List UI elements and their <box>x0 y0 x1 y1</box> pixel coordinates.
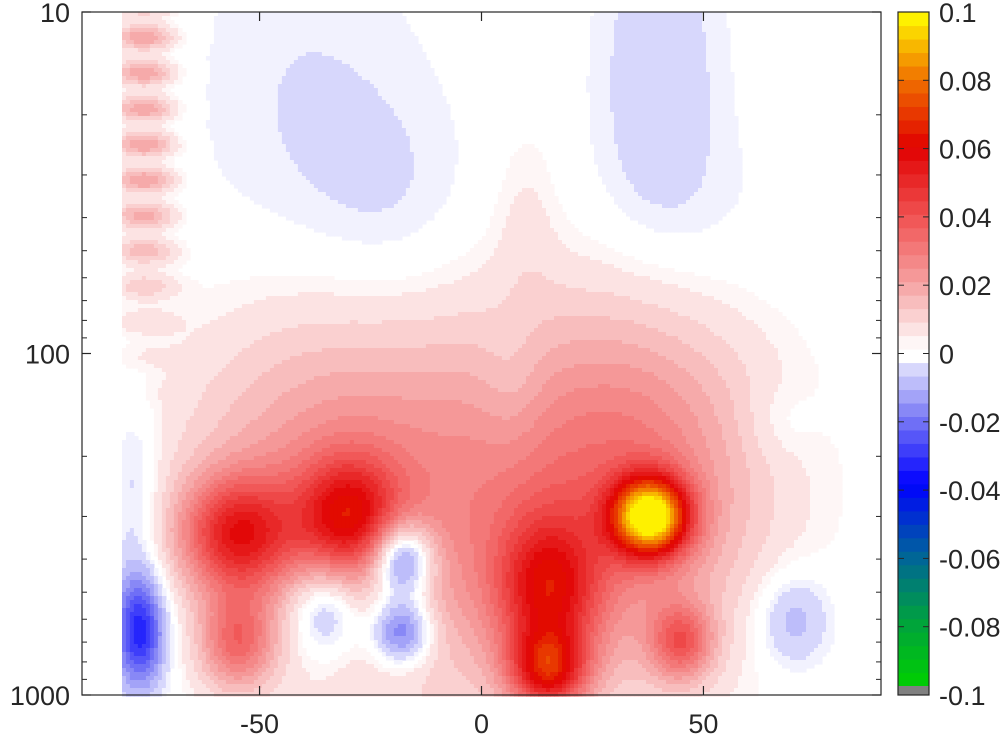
colorbar-tick-label: -0.08 <box>939 613 1001 643</box>
colorbar-tick-label: 0.08 <box>939 66 992 96</box>
colorbar-band <box>898 241 929 256</box>
colorbar-band <box>898 510 929 525</box>
colorbar-band <box>898 605 929 620</box>
colorbar-band <box>898 389 929 404</box>
colorbar-band <box>898 618 929 633</box>
y-tick-label: 10 <box>40 0 70 28</box>
colorbar-tick-label: 0 <box>939 340 954 370</box>
colorbar-band <box>898 200 929 215</box>
colorbar-band <box>898 645 929 660</box>
colorbar-tick-label: -0.04 <box>939 476 1001 506</box>
colorbar-band <box>898 214 929 229</box>
y-tick-label: 100 <box>25 340 70 370</box>
colorbar-band <box>898 281 929 296</box>
colorbar-band <box>898 537 929 552</box>
colorbar-tick-label: 0.06 <box>939 135 992 165</box>
colorbar-band <box>898 187 929 202</box>
colorbar-band <box>898 227 929 242</box>
colorbar-band <box>898 349 929 364</box>
colorbar-band <box>898 295 929 310</box>
colorbar-band <box>898 160 929 175</box>
colorbar-band <box>898 551 929 566</box>
colorbar-band <box>898 92 929 107</box>
colorbar-band <box>898 308 929 323</box>
colorbar: 0.1 0.08 0.06 0.04 0.02 0 -0.02 -0.04 -0.06 -0.08… <box>897 0 1001 711</box>
colorbar-band <box>898 335 929 350</box>
colorbar-band <box>898 133 929 148</box>
colorbar-band <box>898 254 929 269</box>
colorbar-band <box>898 456 929 471</box>
plot-axes: -50 0 50 10 100 1000 <box>10 0 882 739</box>
colorbar-band <box>898 146 929 161</box>
colorbar-band <box>898 672 929 687</box>
colorbar-band <box>898 65 929 80</box>
colorbar-band <box>898 173 929 188</box>
x-tick-label: 0 <box>474 709 489 739</box>
colorbar-band <box>898 119 929 134</box>
colorbar-band <box>898 564 929 579</box>
colorbar-band <box>898 578 929 593</box>
x-tick-label: 50 <box>688 709 718 739</box>
colorbar-band <box>898 524 929 539</box>
colorbar-band <box>898 402 929 417</box>
colorbar-band <box>898 443 929 458</box>
colorbar-band <box>898 322 929 337</box>
colorbar-band <box>898 591 929 606</box>
colorbar-band <box>898 375 929 391</box>
colorbar-band <box>898 25 929 40</box>
colorbar-tick-label: 0.02 <box>939 271 992 301</box>
colorbar-band <box>898 429 929 444</box>
colorbar-tick-label: 0.1 <box>939 0 977 28</box>
colorbar-tick-label: -0.02 <box>939 408 1001 438</box>
colorbar-band <box>898 12 929 27</box>
colorbar-band <box>898 106 929 121</box>
colorbar-tick-label: 0.04 <box>939 203 992 233</box>
colorbar-band <box>898 497 929 512</box>
x-tick-label: -50 <box>240 709 279 739</box>
colorbar-band <box>898 483 929 498</box>
heatmap-field <box>122 12 843 697</box>
colorbar-tick-label: -0.1 <box>939 681 986 711</box>
colorbar-band <box>898 659 929 674</box>
colorbar-band <box>898 38 929 54</box>
colorbar-band <box>898 470 929 485</box>
colorbar-band <box>898 52 929 67</box>
colorbar-band <box>898 79 929 94</box>
colorbar-tick-label: -0.06 <box>939 544 1001 574</box>
y-tick-label: 1000 <box>10 681 70 711</box>
colorbar-band <box>898 632 929 647</box>
colorbar-band <box>898 416 929 431</box>
colorbar-below-band <box>898 686 929 695</box>
colorbar-band <box>898 268 929 283</box>
colorbar-band <box>898 362 929 377</box>
